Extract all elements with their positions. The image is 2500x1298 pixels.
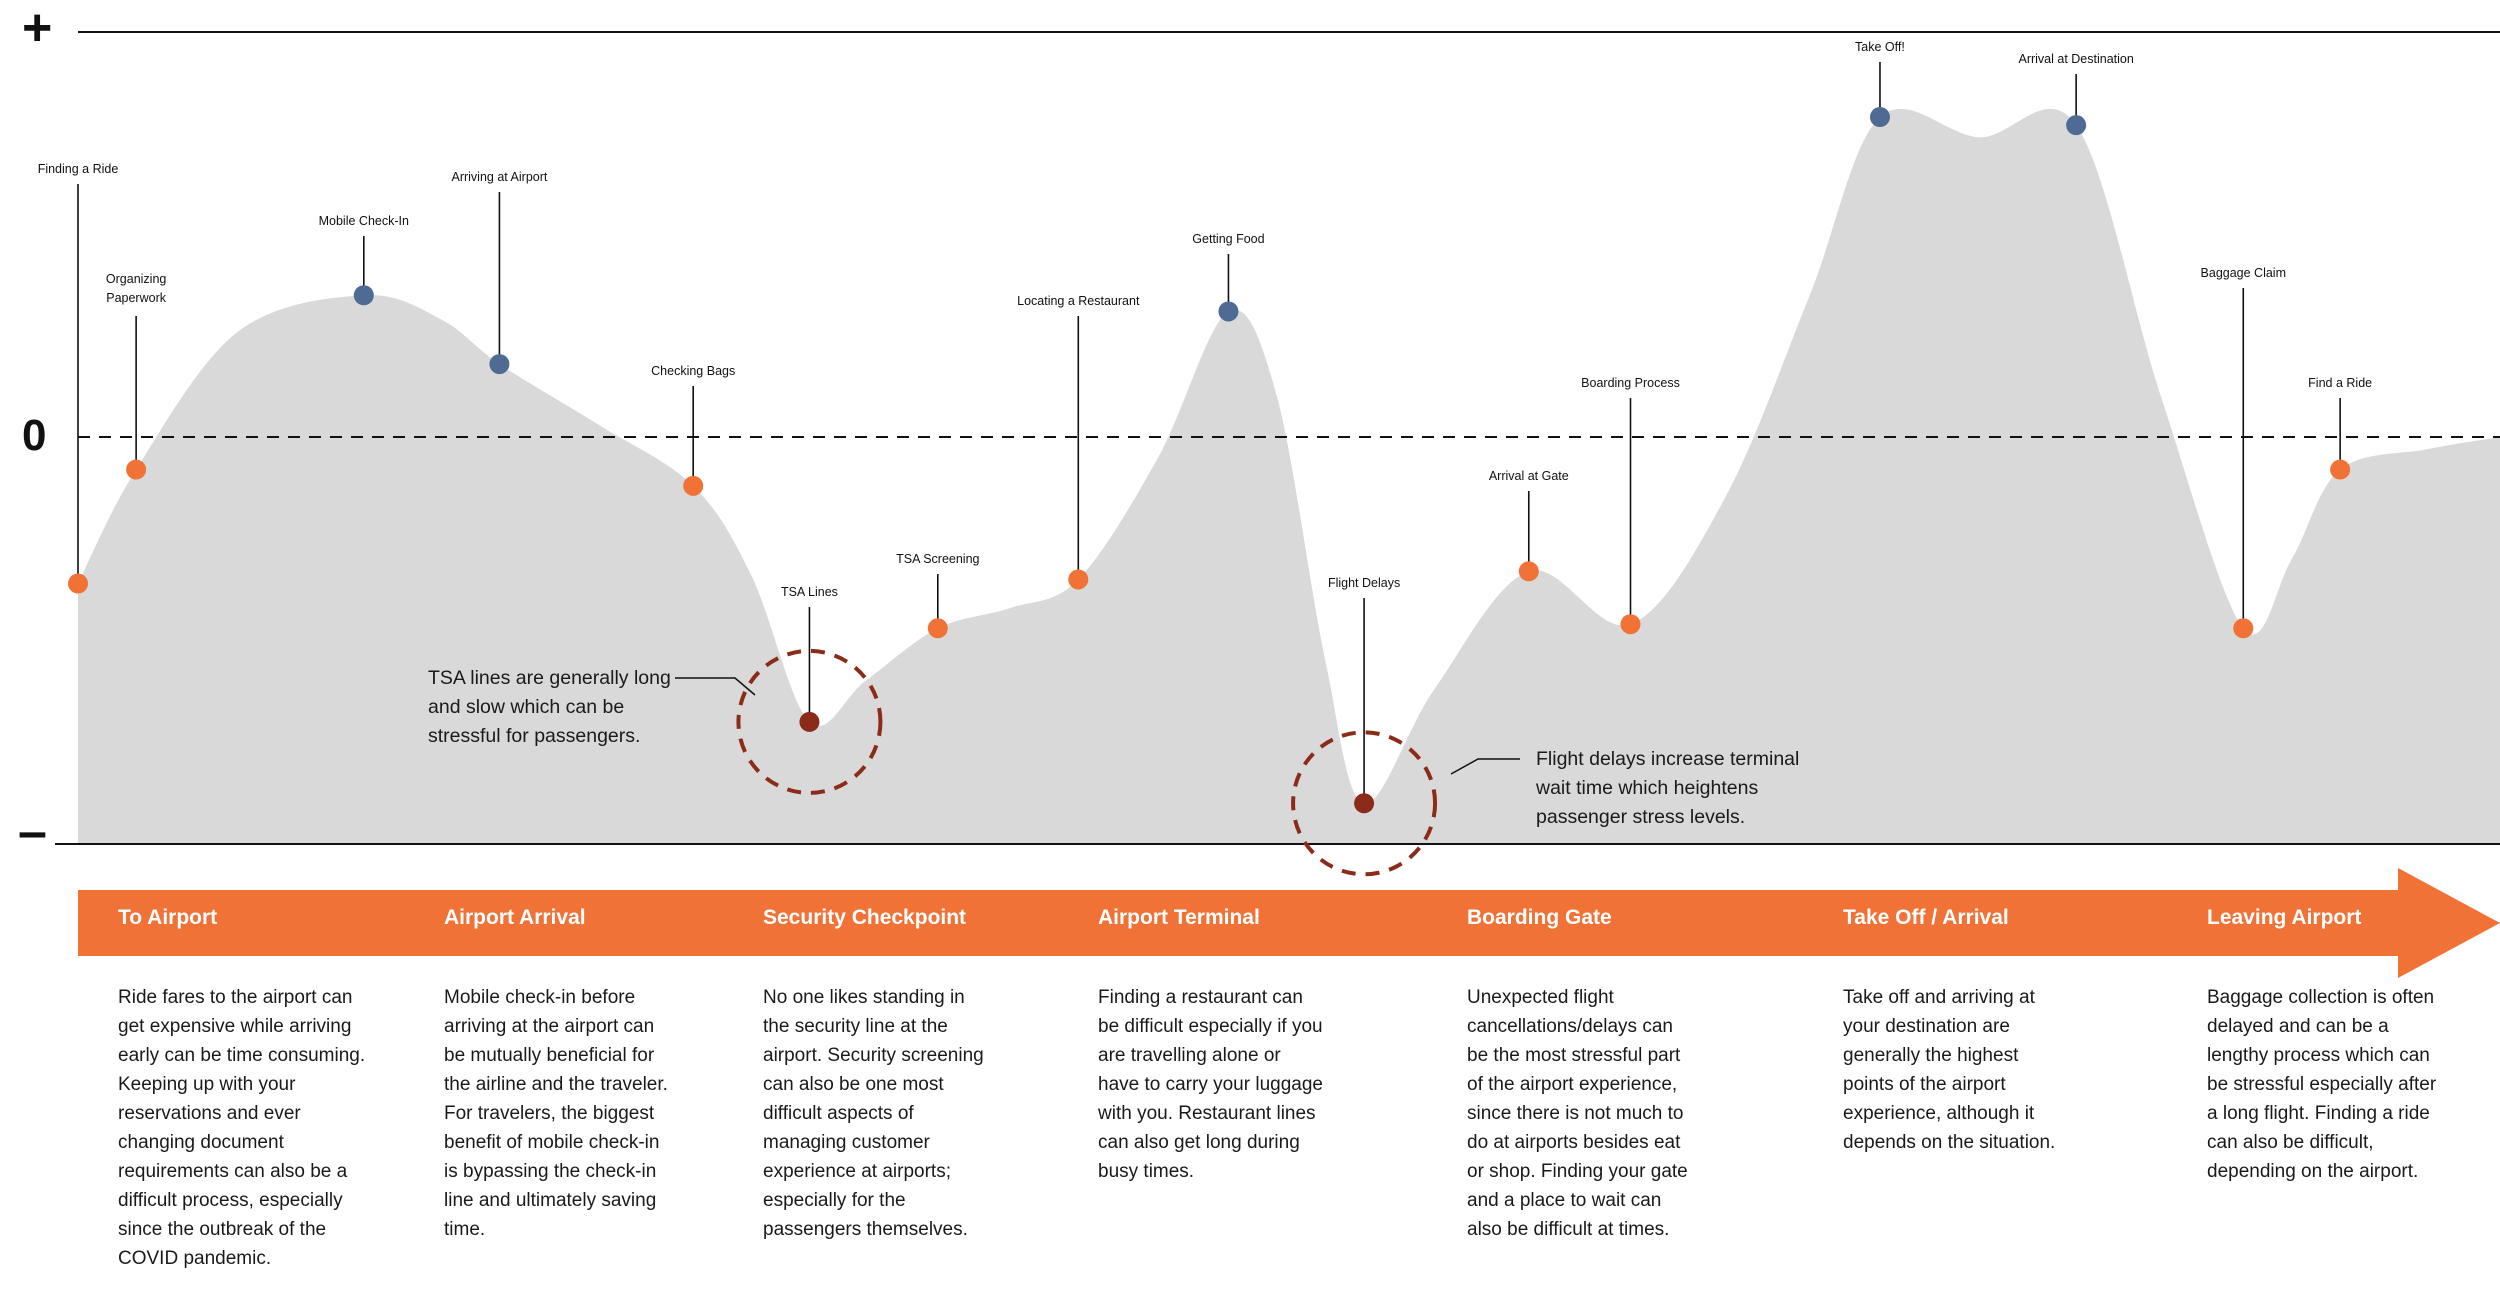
- experience-area: [78, 108, 2500, 844]
- phase-desc-airport-arrival: Mobile check-in before arriving at the a…: [444, 987, 668, 1240]
- phase-desc-leaving-airport: Baggage collection is often delayed and …: [2207, 987, 2437, 1182]
- touchpoint-markers: [68, 107, 2351, 814]
- axis-minus-label: –: [18, 803, 47, 861]
- flight-callout-text: Flight delays increase terminal wait tim…: [1536, 748, 1800, 828]
- phase-desc-take-off-arrival: Take off and arriving at your destinatio…: [1843, 987, 2056, 1153]
- phase-desc-airport-terminal: Finding a restaurant can be difficult es…: [1098, 987, 1323, 1182]
- point-arriving-at-airport: [489, 354, 510, 375]
- phase-title-security-checkpoint: Security Checkpoint: [763, 906, 967, 929]
- phase-title-airport-arrival: Airport Arrival: [444, 906, 586, 929]
- phase-title-leaving-airport: Leaving Airport: [2207, 906, 2362, 929]
- point-finding-a-ride: [68, 573, 88, 594]
- label-find-a-ride: Find a Ride: [2308, 376, 2373, 390]
- flight-callout-connector: [1450, 758, 1520, 775]
- label-mobile-check-in: Mobile Check-In: [318, 214, 409, 228]
- label-take-off: Take Off!: [1855, 40, 1905, 54]
- point-checking-bags: [683, 475, 704, 496]
- point-locating-a-restaurant: [1068, 569, 1089, 590]
- label-baggage-claim: Baggage Claim: [2200, 266, 2286, 280]
- callout-connectors: [675, 677, 1520, 775]
- axis-plus-label: +: [22, 0, 53, 57]
- tsa-callout-connector: [675, 677, 756, 696]
- point-baggage-claim: [2233, 618, 2254, 639]
- point-tsa-screening: [927, 618, 948, 639]
- label-tsa-lines: TSA Lines: [780, 585, 838, 599]
- tsa-callout-text: TSA lines are generally long and slow wh…: [428, 667, 671, 747]
- point-boarding-process: [1620, 614, 1641, 635]
- label-checking-bags: Checking Bags: [651, 364, 736, 378]
- label-locating-a-restaurant: Locating a Restaurant: [1017, 294, 1140, 308]
- axis-zero-label: 0: [22, 411, 47, 460]
- label-tsa-screening: TSA Screening: [896, 552, 980, 566]
- point-mobile-check-in: [353, 285, 374, 306]
- label-arrival-at-gate: Arrival at Gate: [1488, 469, 1569, 483]
- label-arriving-at-airport: Arriving at Airport: [451, 170, 548, 184]
- phase-title-boarding-gate: Boarding Gate: [1467, 906, 1612, 929]
- point-getting-food: [1218, 301, 1239, 322]
- point-organizing-paperwork: [126, 459, 147, 480]
- point-take-off: [1869, 107, 1890, 128]
- phase-title-airport-terminal: Airport Terminal: [1098, 906, 1260, 929]
- label-finding-a-ride: Finding a Ride: [37, 162, 119, 176]
- phase-title-take-off-arrival: Take Off / Arrival: [1843, 906, 2009, 929]
- label-organizing-paperwork: Organizing Paperwork: [105, 272, 167, 306]
- phase-desc-to-airport: Ride fares to the airport can get expens…: [118, 987, 366, 1269]
- phase-title-to-airport: To Airport: [118, 906, 218, 929]
- phase-arrow-head: [2398, 868, 2500, 978]
- label-arrival-at-destination: Arrival at Destination: [2018, 52, 2134, 66]
- point-tsa-lines: [799, 711, 820, 732]
- highlight-rings: [736, 648, 1438, 877]
- point-arrival-at-destination: [2066, 115, 2087, 136]
- label-boarding-process: Boarding Process: [1581, 376, 1680, 390]
- leader-lines: [77, 62, 2341, 804]
- point-flight-delays: [1354, 793, 1375, 814]
- point-arrival-at-gate: [1518, 561, 1539, 582]
- phase-band: [78, 890, 2398, 956]
- label-flight-delays: Flight Delays: [1327, 576, 1401, 590]
- highlight-ring-tsa-lines: [736, 648, 883, 795]
- highlight-ring-flight-delays: [1291, 730, 1438, 877]
- label-getting-food: Getting Food: [1192, 232, 1265, 246]
- phase-desc-boarding-gate: Unexpected flight cancellations/delays c…: [1467, 987, 1688, 1240]
- point-find-a-ride: [2330, 459, 2351, 480]
- phase-desc-security-checkpoint: No one likes standing in the security li…: [763, 987, 984, 1240]
